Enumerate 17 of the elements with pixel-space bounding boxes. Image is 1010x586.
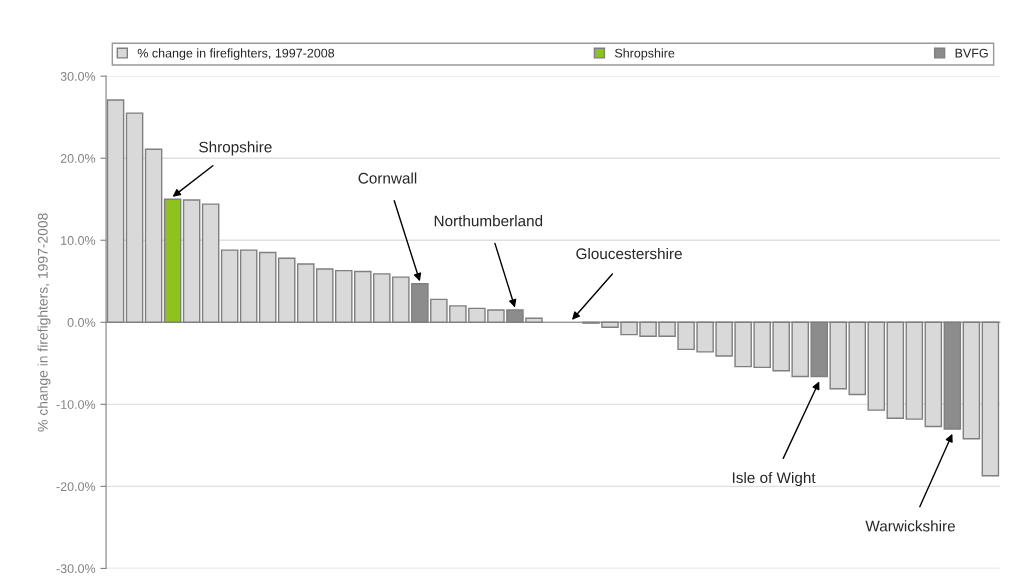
annotation: Isle of Wight [732, 471, 816, 487]
y-tick-label: 20.0% [60, 154, 96, 163]
annotation: Warwickshire [865, 520, 955, 532]
annotation: Shropshire [199, 141, 272, 156]
y-tick-label: 0.0% [67, 318, 96, 327]
legend-label: Shropshire [614, 48, 675, 61]
y-tick-label: 10.0% [61, 236, 96, 245]
legend-label: BVFG [955, 48, 988, 58]
annotation: Northumberland [434, 215, 543, 227]
y-tick-label: 30.0% [60, 71, 96, 81]
annotation: Gloucestershire [576, 247, 682, 260]
y-axis-title: % change in firefighters, 1997-2008 [37, 213, 51, 432]
y-tick-label: -20.0% [56, 482, 96, 492]
legend-label: % change in firefighters, 1997-2008 [137, 48, 335, 61]
y-tick-label: -30.0% [56, 564, 96, 574]
y-tick-label: -10.0% [56, 400, 96, 409]
annotation: Cornwall [358, 172, 417, 184]
